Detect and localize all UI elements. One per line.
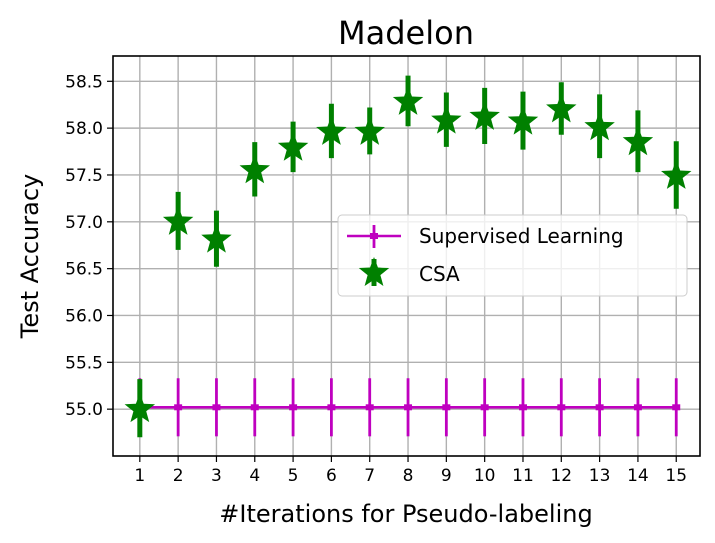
x-tick-label: 2 [173, 466, 184, 486]
data-point [557, 404, 566, 411]
x-axis-ticks: 1 2 3 4 5 6 7 8 9 10 11 12 13 14 15 [134, 456, 687, 486]
chart-title: Madelon [338, 14, 474, 52]
legend-item-csa: CSA [358, 257, 460, 286]
y-tick-label: 57.0 [65, 213, 103, 233]
x-tick-label: 8 [403, 466, 414, 486]
star-marker [316, 115, 347, 145]
x-tick-label: 5 [288, 466, 299, 486]
star-marker [201, 223, 232, 253]
legend-star-icon [358, 257, 390, 286]
y-axis-ticks: 55.0 55.5 56.0 56.5 57.0 57.5 58.0 58.5 [65, 72, 113, 420]
plot-frame [112, 55, 701, 457]
y-tick-label: 55.5 [65, 353, 103, 373]
y-tick-label: 58.0 [65, 119, 103, 139]
star-marker [239, 154, 270, 184]
star-marker [622, 126, 654, 156]
star-marker [124, 393, 156, 423]
x-tick-label: 9 [441, 466, 452, 486]
data-point [480, 404, 489, 411]
data-point [404, 404, 413, 411]
x-tick-label: 15 [665, 466, 687, 486]
x-tick-label: 12 [550, 466, 572, 486]
star-marker [162, 205, 194, 235]
y-tick-label: 57.5 [65, 166, 103, 186]
y-tick-label: 56.5 [65, 260, 103, 280]
data-point [289, 404, 298, 411]
y-axis-label: Test Accuracy [16, 174, 44, 339]
x-tick-label: 3 [211, 466, 222, 486]
data-point [633, 404, 642, 411]
x-tick-label: 6 [326, 466, 337, 486]
x-tick-label: 4 [249, 466, 260, 486]
star-marker [277, 131, 309, 161]
series-supervised-learning [135, 378, 681, 437]
legend-label: Supervised Learning [419, 224, 624, 248]
data-point [212, 404, 221, 411]
x-tick-label: 10 [474, 466, 496, 486]
data-point [327, 404, 336, 411]
y-tick-label: 58.5 [65, 72, 103, 92]
x-tick-label: 1 [134, 466, 145, 486]
data-point [672, 404, 681, 411]
legend-item-supervised: Supervised Learning [347, 224, 624, 248]
star-marker [354, 115, 385, 145]
data-point [250, 404, 259, 411]
y-tick-label: 55.0 [65, 400, 103, 420]
x-tick-label: 13 [589, 466, 611, 486]
data-point [174, 404, 183, 411]
x-tick-label: 14 [627, 466, 649, 486]
legend: Supervised Learning CSA [337, 214, 688, 297]
data-point [595, 404, 604, 411]
star-marker [546, 93, 577, 123]
star-marker [469, 100, 500, 130]
data-point [518, 404, 527, 411]
star-marker [392, 85, 424, 115]
star-marker [507, 105, 539, 135]
series-csa [124, 75, 692, 438]
legend-box [337, 214, 688, 297]
legend-label: CSA [419, 262, 460, 286]
x-tick-label: 7 [364, 466, 375, 486]
data-point [365, 404, 374, 411]
series-layer [124, 75, 692, 438]
star-marker [584, 111, 615, 141]
x-tick-label: 11 [512, 466, 534, 486]
data-point [442, 404, 451, 411]
star-marker [431, 104, 462, 134]
star-marker [661, 159, 692, 189]
x-axis-label: #Iterations for Pseudo-labeling [219, 500, 592, 528]
y-tick-label: 56.0 [65, 306, 103, 326]
legend-plus-line-icon [347, 225, 401, 248]
